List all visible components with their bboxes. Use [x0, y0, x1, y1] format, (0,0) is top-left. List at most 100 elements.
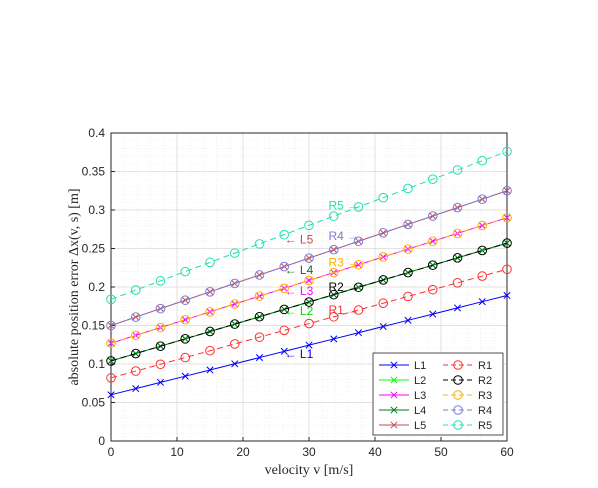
- data-point-R4: [279, 261, 290, 272]
- y-tick-label: 0.05: [82, 396, 106, 410]
- data-point-R2: [502, 238, 512, 248]
- series-layer: [106, 146, 512, 399]
- legend-label: R3: [478, 390, 492, 402]
- data-point-R3: [378, 252, 389, 262]
- data-point-R5: [403, 183, 413, 194]
- data-point-R1: [180, 352, 191, 363]
- data-point-R4: [452, 202, 463, 213]
- data-point-R4: [229, 278, 240, 289]
- data-point-L1: [156, 378, 165, 386]
- data-point-L3: [231, 300, 239, 308]
- data-point-R5: [502, 146, 512, 157]
- marker-stroke: [478, 221, 486, 230]
- annotation-L4: ← L4: [285, 263, 314, 277]
- legend-item-R4: R4: [443, 405, 492, 417]
- data-point-R5: [353, 202, 364, 212]
- legend-item-R2: R2: [443, 375, 492, 387]
- legend-label: L1: [414, 360, 426, 372]
- data-point-L3: [478, 221, 486, 230]
- data-point-R4: [477, 194, 488, 204]
- data-point-R4: [328, 244, 339, 255]
- legend-marker: [390, 421, 398, 429]
- annotation-L5: ← L5: [285, 232, 314, 246]
- data-point-R4: [502, 185, 512, 196]
- data-point-R2: [304, 297, 314, 307]
- series-R1: [106, 264, 512, 383]
- data-point-R1: [328, 311, 339, 322]
- data-point-R5: [106, 294, 116, 305]
- marker-stroke: [181, 316, 189, 324]
- marker-stroke: [503, 187, 511, 195]
- data-point-L3: [429, 237, 437, 245]
- x-tick-label: 50: [434, 445, 448, 459]
- data-point-R5: [427, 174, 438, 184]
- data-point-R3: [353, 259, 364, 270]
- legend-marker: [390, 406, 398, 414]
- y-tick-label: 0.15: [82, 319, 106, 333]
- legend-item-R5: R5: [443, 420, 492, 432]
- data-point-L1: [255, 353, 264, 362]
- data-point-R3: [452, 228, 463, 239]
- legend-marker: [390, 391, 398, 399]
- data-point-R1: [106, 373, 116, 383]
- data-point-R2: [205, 326, 215, 337]
- marker-stroke: [404, 269, 412, 277]
- data-point-L5: [255, 271, 264, 279]
- data-point-R1: [254, 332, 265, 342]
- annotation-R2: R2 →: [328, 280, 359, 294]
- data-point-R5: [328, 211, 339, 221]
- data-point-R4: [403, 219, 413, 230]
- data-point-L1: [132, 385, 140, 393]
- annotation-R4: R4 →: [328, 229, 359, 243]
- marker-stroke: [305, 298, 313, 306]
- marker-stroke: [181, 296, 189, 304]
- data-point-R1: [130, 366, 141, 376]
- data-point-R4: [130, 312, 141, 322]
- data-point-R1: [378, 298, 389, 309]
- data-point-L1: [429, 310, 437, 318]
- marker-stroke: [390, 421, 398, 429]
- data-point-R2: [378, 275, 389, 285]
- data-point-L4: [181, 335, 189, 343]
- data-point-R1: [279, 325, 290, 336]
- data-point-L1: [330, 335, 338, 343]
- series-R3: [106, 212, 512, 349]
- x-tick-label: 30: [302, 445, 316, 459]
- legend-label: L3: [414, 390, 426, 402]
- data-point-R5: [378, 192, 389, 203]
- series-line-R1: [110, 268, 508, 379]
- data-point-R2: [452, 253, 463, 263]
- data-point-L1: [305, 341, 313, 349]
- legend-marker: [453, 375, 463, 385]
- y-tick-label: 0.3: [88, 203, 105, 217]
- data-point-R2: [106, 356, 116, 366]
- marker-stroke: [231, 320, 239, 328]
- annotation-R1: R1 →: [328, 303, 359, 317]
- marker-stroke: [305, 276, 313, 285]
- marker-stroke: [132, 313, 140, 321]
- data-point-R2: [427, 260, 438, 270]
- data-point-L4: [305, 298, 313, 306]
- data-point-L3: [354, 261, 363, 269]
- data-point-R3: [205, 307, 215, 317]
- data-point-R4: [304, 253, 314, 263]
- marker-stroke: [453, 204, 462, 212]
- y-axis-label: absolute position error Δx(v, s) [m]: [67, 188, 82, 385]
- legend-item-R3: R3: [443, 390, 492, 402]
- legend-label: L2: [414, 375, 426, 387]
- annotation-R3: R3 →: [328, 255, 359, 269]
- legend-label: R5: [478, 420, 492, 432]
- y-tick-label: 0.25: [82, 242, 106, 256]
- data-point-L1: [206, 366, 214, 374]
- data-point-R1: [477, 271, 488, 281]
- data-point-R3: [106, 338, 116, 349]
- y-tick-label: 0.35: [82, 165, 106, 179]
- data-point-L1: [280, 347, 288, 355]
- marker-stroke: [206, 366, 214, 374]
- data-point-L1: [354, 329, 363, 337]
- data-point-R2: [229, 319, 240, 329]
- data-point-R3: [229, 299, 240, 309]
- data-point-L5: [453, 204, 462, 212]
